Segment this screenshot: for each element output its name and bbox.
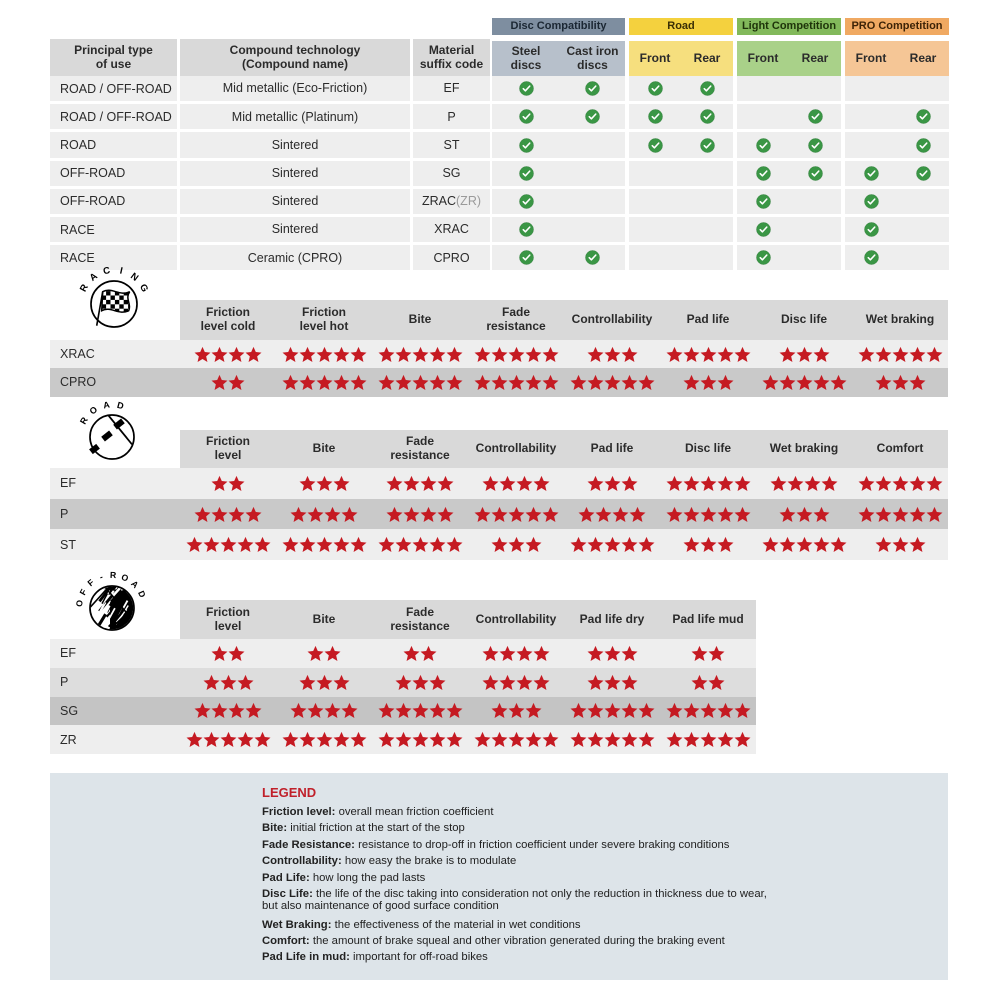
svg-text:R: R [110, 570, 117, 580]
svg-text:N: N [128, 271, 140, 284]
svg-text:A: A [88, 271, 100, 284]
svg-text:D: D [136, 589, 148, 599]
svg-text:-: - [98, 572, 104, 582]
svg-text:R: R [78, 415, 90, 426]
svg-text:A: A [129, 578, 141, 590]
svg-text:R: R [78, 282, 91, 293]
svg-text:D: D [116, 400, 125, 411]
svg-text:C: C [102, 265, 111, 277]
svg-text:O: O [88, 404, 99, 416]
svg-text:G: G [137, 282, 150, 294]
svg-text:O: O [74, 599, 85, 607]
svg-text:F: F [86, 577, 96, 588]
svg-text:O: O [120, 572, 130, 584]
svg-text:I: I [119, 266, 124, 277]
svg-text:F: F [78, 587, 89, 596]
svg-text:A: A [102, 399, 111, 410]
